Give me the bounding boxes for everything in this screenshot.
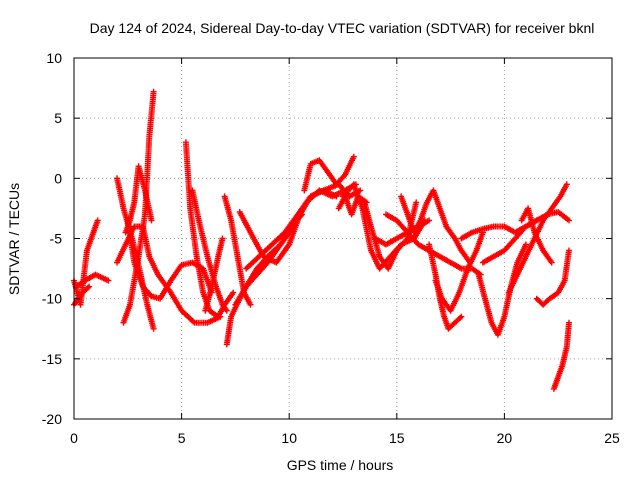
y-tick-label: -15	[42, 351, 62, 367]
gridlines	[74, 58, 612, 419]
series-arc-1	[71, 217, 101, 308]
x-tick-label: 15	[389, 430, 405, 446]
y-axis-title: SDTVAR / TECUs	[6, 183, 22, 295]
series-arc-31	[335, 193, 370, 218]
series-arc-14	[232, 181, 359, 308]
series-arc-30	[518, 205, 555, 266]
data-point-markers	[221, 193, 254, 308]
series-arc-17	[301, 153, 357, 194]
data-point-markers	[202, 235, 226, 314]
series-arc-11	[202, 235, 226, 314]
data-point-markers	[122, 163, 155, 236]
series-arc-2	[73, 271, 112, 290]
y-tick-label: 0	[54, 170, 62, 186]
data-point-markers	[232, 181, 359, 308]
data-point-markers	[533, 247, 572, 308]
x-tick-label: 0	[70, 430, 78, 446]
series-arc-25	[475, 241, 529, 338]
y-tick-label: 5	[54, 110, 62, 126]
series-arc-29	[550, 319, 572, 392]
data-point-markers	[432, 229, 486, 314]
data-point-markers	[518, 205, 555, 266]
data-point-markers	[114, 223, 224, 326]
data-point-markers	[372, 217, 433, 248]
data-marks	[71, 88, 572, 392]
series-arc-8	[122, 163, 155, 236]
axis-ticks: 0 5 10 15 20 25 10 5 0 -5 -10 -15 -20	[42, 50, 620, 446]
data-point-markers	[335, 193, 370, 218]
x-tick-label: 5	[178, 430, 186, 446]
series-arc-27	[505, 181, 570, 296]
data-point-markers	[550, 319, 572, 392]
chart-title: Day 124 of 2024, Sidereal Day-to-day VTE…	[90, 20, 595, 36]
data-point-markers	[475, 241, 529, 338]
y-tick-label: -5	[50, 231, 63, 247]
series-arc-32	[372, 217, 433, 248]
series-arc-13	[221, 193, 254, 308]
x-tick-label: 10	[281, 430, 297, 446]
series-arc-7	[114, 223, 224, 326]
data-point-markers	[301, 153, 357, 194]
x-axis-title: GPS time / hours	[287, 457, 394, 473]
data-point-markers	[73, 271, 112, 290]
data-point-markers	[505, 181, 570, 296]
y-tick-label: -20	[42, 411, 62, 427]
y-tick-label: 10	[46, 50, 62, 66]
x-tick-label: 25	[604, 430, 620, 446]
x-tick-label: 20	[497, 430, 513, 446]
series-arc-28	[533, 247, 572, 308]
data-point-markers	[71, 217, 101, 308]
series-arc-23	[432, 229, 486, 314]
y-tick-label: -10	[42, 291, 62, 307]
